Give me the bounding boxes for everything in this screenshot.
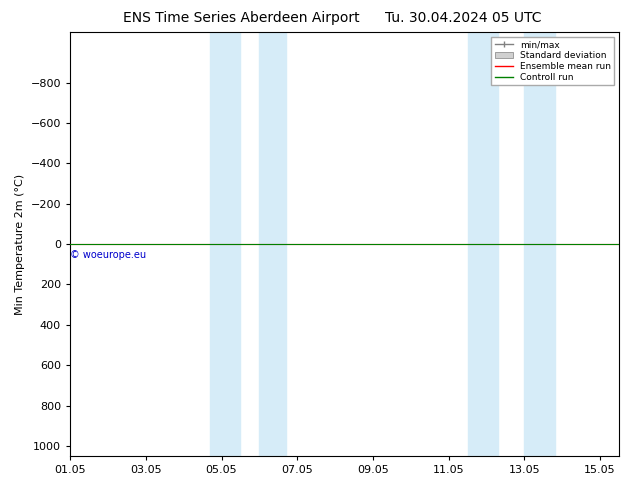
Text: ENS Time Series Aberdeen Airport: ENS Time Series Aberdeen Airport: [122, 11, 359, 25]
Bar: [210, 32, 240, 456]
Bar: [259, 32, 286, 456]
Bar: [467, 32, 498, 456]
Text: Tu. 30.04.2024 05 UTC: Tu. 30.04.2024 05 UTC: [385, 11, 541, 25]
Y-axis label: Min Temperature 2m (°C): Min Temperature 2m (°C): [15, 173, 25, 315]
Text: © woeurope.eu: © woeurope.eu: [70, 250, 146, 260]
Legend: min/max, Standard deviation, Ensemble mean run, Controll run: min/max, Standard deviation, Ensemble me…: [491, 37, 614, 85]
Bar: [524, 32, 555, 456]
